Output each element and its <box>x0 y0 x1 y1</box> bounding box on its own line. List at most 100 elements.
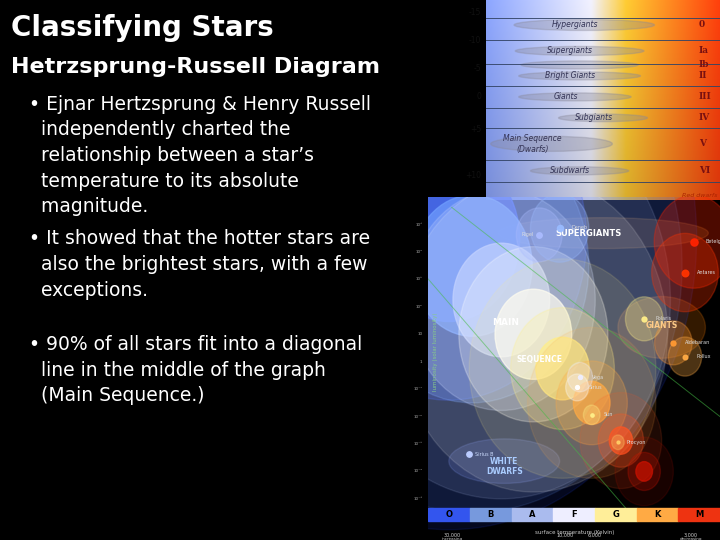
Ellipse shape <box>449 439 559 483</box>
Ellipse shape <box>531 167 629 175</box>
Circle shape <box>378 155 520 321</box>
Circle shape <box>469 259 656 478</box>
Text: Vega: Vega <box>592 375 604 380</box>
Text: O: O <box>446 510 453 519</box>
Text: 10⁴: 10⁴ <box>416 250 423 254</box>
Ellipse shape <box>521 61 638 69</box>
Text: Supergiants: Supergiants <box>547 46 593 56</box>
Bar <box>428 508 470 521</box>
Circle shape <box>598 414 644 467</box>
Circle shape <box>636 462 652 481</box>
Text: Classifying Stars: Classifying Stars <box>11 14 274 42</box>
Ellipse shape <box>498 218 708 248</box>
Text: 10⁻¹: 10⁻¹ <box>414 387 423 391</box>
Circle shape <box>412 195 532 336</box>
Text: -10: -10 <box>469 37 482 45</box>
Text: Deneb: Deneb <box>571 226 588 231</box>
Point <box>575 373 586 381</box>
Text: B: B <box>487 510 494 519</box>
Bar <box>512 508 554 521</box>
Ellipse shape <box>514 19 654 30</box>
Text: Ib: Ib <box>699 60 709 70</box>
Point <box>612 438 624 447</box>
Circle shape <box>652 233 719 312</box>
Text: decreasing
temperature: decreasing temperature <box>678 537 704 540</box>
Text: Pollux: Pollux <box>697 354 711 359</box>
Text: Red dwarfs: Red dwarfs <box>683 193 718 198</box>
Text: Antares: Antares <box>697 270 716 275</box>
Ellipse shape <box>519 93 631 101</box>
Circle shape <box>356 129 589 403</box>
Text: III: III <box>699 92 711 102</box>
Text: 0: 0 <box>477 92 482 102</box>
Text: A: A <box>529 510 536 519</box>
Ellipse shape <box>559 114 647 122</box>
Circle shape <box>408 190 595 410</box>
Circle shape <box>516 208 562 262</box>
Text: Subgiants: Subgiants <box>575 113 613 123</box>
Text: Sirius B: Sirius B <box>475 452 493 457</box>
Text: 10: 10 <box>418 332 423 336</box>
Text: Rigel: Rigel <box>522 232 534 237</box>
Text: 10⁻²: 10⁻² <box>414 415 423 419</box>
Ellipse shape <box>491 137 613 151</box>
Ellipse shape <box>618 296 706 358</box>
Circle shape <box>583 405 600 424</box>
Circle shape <box>201 0 697 530</box>
Bar <box>636 508 678 521</box>
Text: 10²: 10² <box>416 305 423 309</box>
Circle shape <box>495 289 572 379</box>
Circle shape <box>668 337 702 376</box>
Text: GIANTS: GIANTS <box>646 321 678 330</box>
Text: 10³: 10³ <box>416 278 423 281</box>
Circle shape <box>399 177 667 492</box>
Ellipse shape <box>518 72 641 80</box>
Circle shape <box>609 427 633 454</box>
Point <box>639 314 650 323</box>
Text: -15: -15 <box>469 9 482 17</box>
Circle shape <box>573 381 610 424</box>
Text: • 90% of all stars fit into a diagonal
  line in the middle of the graph
  (Main: • 90% of all stars fit into a diagonal l… <box>29 335 362 406</box>
Bar <box>678 508 720 521</box>
Point <box>688 238 700 246</box>
Circle shape <box>612 435 624 450</box>
Text: Bright Giants: Bright Giants <box>545 71 595 80</box>
Bar <box>554 508 595 521</box>
Text: • It showed that the hotter stars are
  also the brightest stars, with a few
  e: • It showed that the hotter stars are al… <box>29 230 370 300</box>
Bar <box>595 508 636 521</box>
Circle shape <box>567 362 593 392</box>
Text: IV: IV <box>699 113 710 123</box>
Text: surface temperature (Kelvin): surface temperature (Kelvin) <box>534 530 614 535</box>
Text: 10⁵: 10⁵ <box>416 222 423 227</box>
Text: • Ejnar Hertzsprung & Henry Russell
  independently charted the
  relationship b: • Ejnar Hertzsprung & Henry Russell inde… <box>29 94 371 217</box>
Point <box>464 450 475 458</box>
Text: K: K <box>654 510 661 519</box>
Text: Sirius: Sirius <box>589 385 603 390</box>
Circle shape <box>311 76 587 400</box>
Circle shape <box>654 195 720 288</box>
Circle shape <box>453 243 549 357</box>
Ellipse shape <box>516 46 644 56</box>
Text: 10,000: 10,000 <box>557 533 574 538</box>
Text: VI: VI <box>699 166 710 176</box>
Point <box>534 231 545 239</box>
Text: +10: +10 <box>465 171 482 180</box>
Text: V: V <box>699 139 706 148</box>
Bar <box>470 508 512 521</box>
Circle shape <box>628 453 660 490</box>
Circle shape <box>528 327 656 478</box>
Text: Betelgeuse: Betelgeuse <box>706 239 720 244</box>
Text: G: G <box>613 510 619 519</box>
Text: +5: +5 <box>470 125 482 134</box>
Text: Main Sequence
(Dwarfs): Main Sequence (Dwarfs) <box>503 134 562 153</box>
Text: -5: -5 <box>474 64 482 73</box>
Text: Sun: Sun <box>603 413 613 417</box>
Text: Subdwarfs: Subdwarfs <box>550 166 590 176</box>
Text: 6,000: 6,000 <box>588 533 602 538</box>
Text: 0: 0 <box>699 21 705 30</box>
Circle shape <box>510 308 614 429</box>
Text: II: II <box>699 71 708 80</box>
Point <box>667 339 679 347</box>
Circle shape <box>615 437 673 505</box>
Text: Hypergiants: Hypergiants <box>552 21 598 30</box>
